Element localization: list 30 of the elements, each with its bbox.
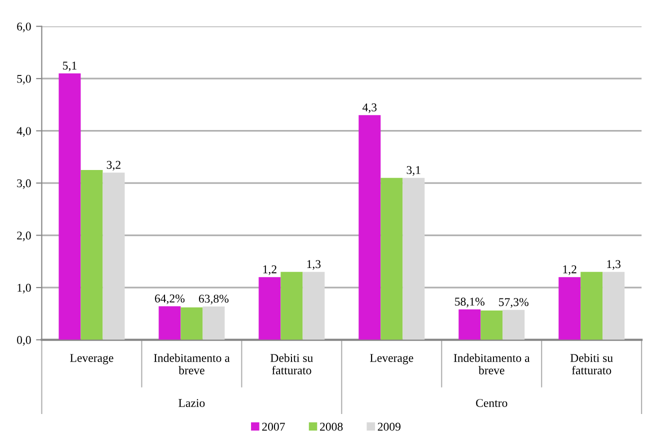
data-label: 3,2 [106,160,120,171]
x-tick-label: Leverage [70,354,114,364]
data-label: 58,1% [455,298,484,308]
data-label: 3,1 [406,166,420,176]
data-label: 1,2 [563,265,576,276]
y-tick-label: 6,0 [17,22,31,32]
text: Centro [476,399,508,407]
y-tick-label: 1,0 [18,284,31,294]
y-tick-label: 0,0 [17,336,31,346]
data-label: 1,2 [263,265,276,276]
x-tick-label: Debiti su fatturato [570,354,613,374]
x-tick-label: Indebitamento a breve [154,354,230,374]
y-tick-label: 2,0 [17,232,31,242]
x-tick-label: Debiti su fatturato [270,354,313,374]
y-tick-label: 3,0 [17,179,31,189]
legend-label: 2009 [378,422,400,431]
data-label: 4,3 [362,103,377,114]
y-tick-label: 4,0 [16,127,31,137]
x-tick-label: Indebitamento a breve [454,354,530,374]
data-label: 63,8% [198,294,229,304]
legend-label: 2008 [320,422,343,431]
y-tick-label: 5,0 [17,74,31,84]
data-label: 5,1 [63,62,76,72]
data-label: 64,2% [154,294,185,304]
text: Lazio [178,399,205,407]
data-label: 1,3 [607,260,620,270]
x-tick-label: Leverage [370,354,414,364]
legend-label: 2007 [262,422,285,431]
data-label: 1,3 [307,260,321,270]
data-label: 57,3% [499,298,528,308]
